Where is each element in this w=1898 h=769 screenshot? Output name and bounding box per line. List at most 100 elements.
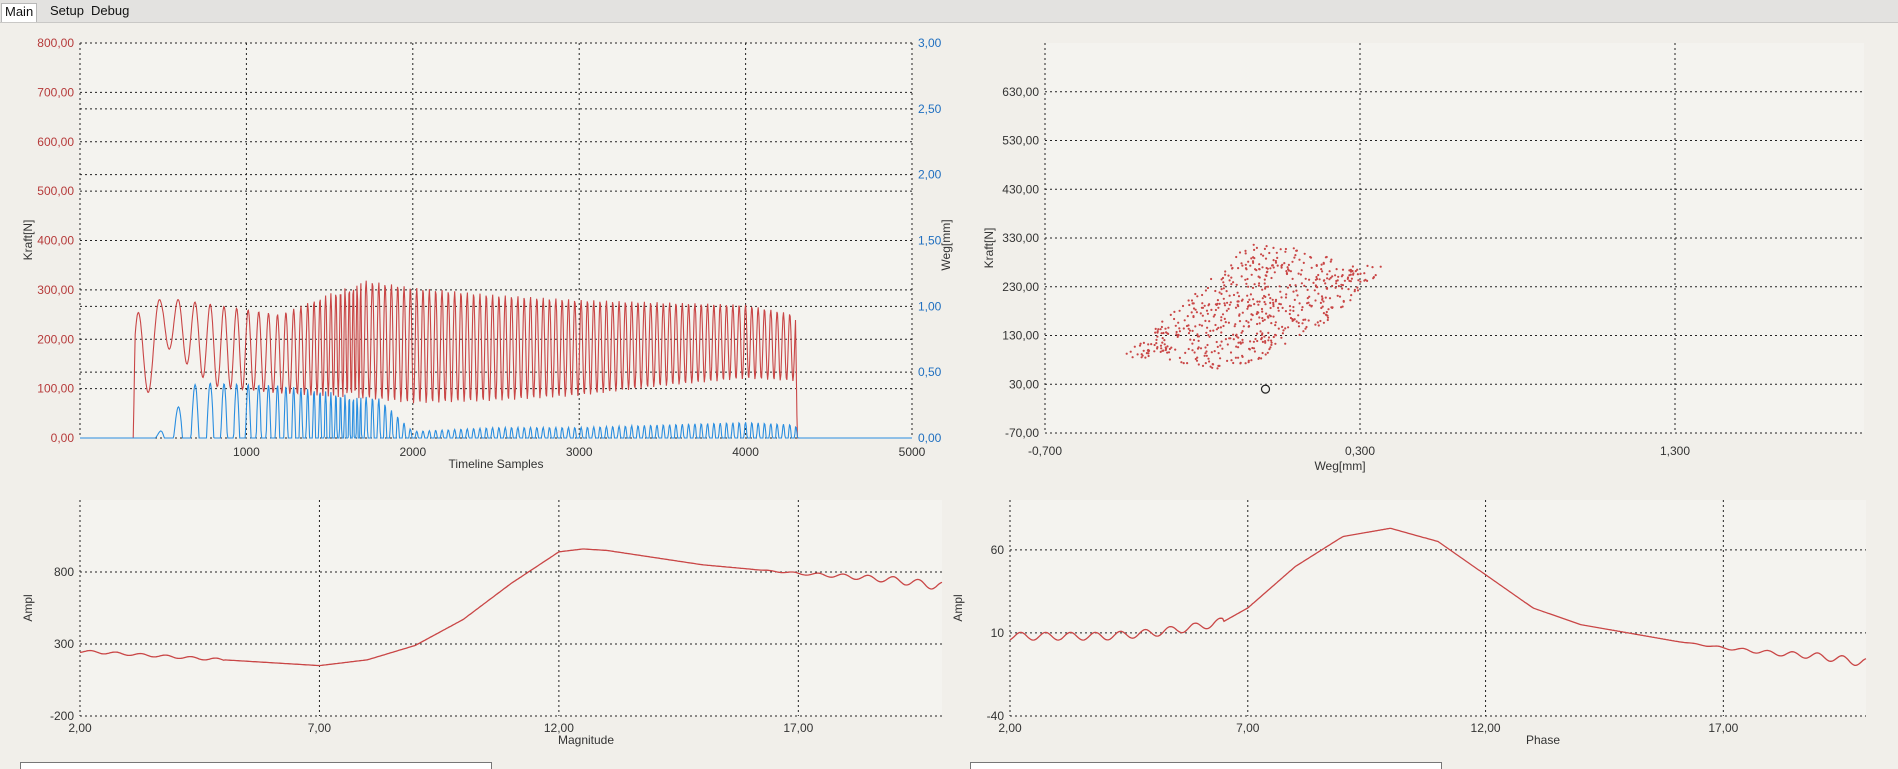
scatter-point (1207, 334, 1210, 337)
scatter-point (1235, 333, 1238, 336)
scatter-point (1366, 279, 1369, 282)
scatter-point (1195, 359, 1199, 362)
scatter-point (1219, 344, 1222, 347)
scatter-point (1264, 257, 1268, 260)
scatter-point (1283, 262, 1286, 265)
scatter-point (1251, 260, 1255, 263)
scatter-point (1300, 269, 1303, 272)
scatter-y-label: Kraft[N] (982, 228, 996, 269)
scatter-point (1336, 294, 1339, 297)
scatter-point (1207, 304, 1210, 307)
phase-chart-line (1009, 527, 1867, 667)
scatter-x-tick: 1,300 (1660, 444, 1690, 458)
scatter-point (1131, 356, 1134, 359)
scatter-point (1325, 314, 1328, 317)
scatter-point (1282, 329, 1285, 332)
scatter-point (1269, 306, 1272, 310)
scatter-point (1241, 338, 1244, 341)
scatter-point (1350, 294, 1353, 297)
scatter-point (1196, 347, 1200, 350)
scatter-point (1240, 331, 1243, 334)
scatter-point (1306, 288, 1309, 291)
scatter-point (1166, 345, 1169, 348)
scatter-point (1215, 328, 1218, 331)
scatter-point (1363, 279, 1366, 282)
scatter-point (1300, 282, 1303, 285)
scatter-point (1265, 245, 1268, 248)
scatter-point (1173, 310, 1176, 313)
scatter-point (1195, 311, 1198, 314)
scatter-point (1209, 329, 1212, 332)
tab-debug[interactable]: Debug (91, 3, 130, 18)
scatter-point (1269, 297, 1272, 300)
scatter-point (1322, 312, 1325, 315)
scatter-point (1159, 350, 1162, 353)
scatter-point (1235, 345, 1238, 348)
scatter-point (1316, 286, 1319, 289)
tab-main[interactable]: Main (1, 3, 38, 22)
scatter-point (1156, 331, 1159, 334)
scatter-point (1328, 297, 1332, 300)
scatter-point (1245, 282, 1248, 285)
scatter-point (1330, 258, 1333, 261)
scatter-point (1237, 356, 1240, 359)
scatter-point (1201, 302, 1204, 305)
scatter-point (1277, 309, 1280, 312)
scatter-point (1260, 307, 1264, 311)
scatter-point (1263, 335, 1266, 338)
scatter-point (1241, 330, 1244, 333)
scatter-point (1264, 353, 1267, 356)
scatter-point (1235, 283, 1238, 286)
scatter-point (1210, 351, 1213, 354)
scatter-point (1262, 254, 1265, 257)
scatter-point (1328, 278, 1331, 281)
scatter-point (1256, 322, 1259, 326)
scatter-point (1328, 270, 1331, 273)
scatter-point (1273, 271, 1276, 274)
scatter-point (1274, 300, 1277, 303)
scatter-point (1208, 335, 1211, 338)
timeline-y-right-tick: 0,50 (918, 365, 942, 379)
phase-chart-x-tick: 2,00 (998, 721, 1022, 735)
scatter-point (1269, 346, 1272, 349)
scatter-point (1175, 330, 1178, 334)
scatter-point (1302, 261, 1305, 264)
scatter-point (1165, 331, 1168, 334)
scatter-point (1216, 299, 1219, 302)
scatter-point (1173, 317, 1176, 321)
scatter-point (1159, 328, 1162, 331)
scatter-point (1325, 310, 1328, 314)
tab-setup[interactable]: Setup (50, 3, 84, 18)
scatter-point (1321, 305, 1324, 308)
scatter-point (1250, 273, 1253, 276)
scatter-point (1268, 251, 1271, 255)
scatter-point (1206, 326, 1209, 329)
scatter-y-tick: 630,00 (1002, 85, 1039, 99)
scatter-point (1246, 307, 1249, 310)
scatter-point (1260, 357, 1263, 360)
scatter-point (1320, 295, 1324, 298)
scatter-point (1302, 330, 1305, 333)
scatter-point (1379, 265, 1382, 268)
scatter-point (1352, 273, 1355, 276)
phase-chart-x-tick: 7,00 (1236, 721, 1260, 735)
scatter-point (1187, 324, 1190, 327)
scatter-point (1252, 298, 1255, 301)
scatter-point (1269, 301, 1272, 304)
scatter-point (1176, 335, 1179, 338)
scatter-point (1205, 350, 1208, 353)
scatter-point (1315, 275, 1318, 279)
magnitude-chart-x-tick: 12,00 (544, 721, 574, 735)
scatter-point (1263, 318, 1266, 321)
scatter-point (1293, 256, 1296, 259)
scatter-point (1178, 327, 1181, 330)
scatter-point (1267, 339, 1270, 342)
scatter-point (1270, 322, 1273, 325)
scatter-point (1192, 338, 1196, 342)
magnitude-chart-y-tick: 300 (54, 637, 74, 651)
scatter-point (1247, 321, 1250, 324)
scatter-point (1238, 313, 1241, 316)
scatter-point (1256, 339, 1259, 343)
scatter-point (1162, 331, 1165, 335)
scatter-point (1285, 272, 1289, 276)
